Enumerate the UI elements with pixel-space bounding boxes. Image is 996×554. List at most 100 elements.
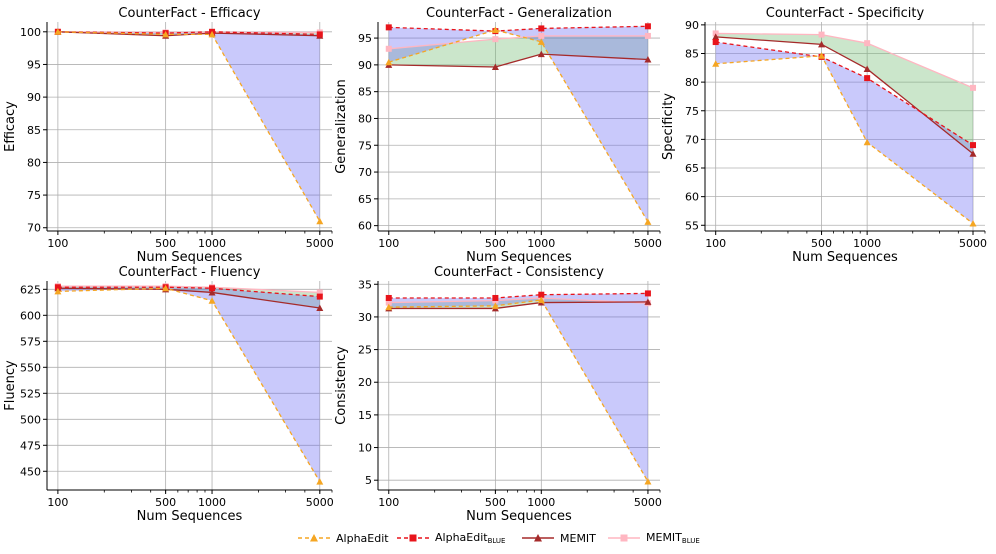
point-memit-blue (970, 84, 977, 91)
fill-alphaedit (57, 31, 320, 222)
y-axis-label: Specificity (661, 93, 676, 160)
point-alphaedit (316, 478, 324, 485)
point-memit-blue (818, 31, 825, 38)
point-memit-blue (864, 40, 871, 47)
y-tick-label: 90 (358, 59, 372, 72)
series-line-alphaedit (57, 31, 321, 222)
y-tick-label: 75 (358, 139, 372, 152)
series-line-memit (57, 31, 320, 37)
y-tick-label: 475 (20, 439, 41, 452)
fill-alphaedit (57, 287, 320, 482)
point-alphaedit (54, 287, 62, 295)
point-alphaedit-blue (209, 285, 216, 292)
legend-item-alphaedit-blue[interactable]: AlphaEditBLUE (397, 528, 505, 548)
x-tick-label: 5000 (306, 496, 334, 509)
x-tick-label: 100 (378, 237, 399, 250)
legend-item-memit[interactable]: MEMIT (522, 528, 596, 548)
fill-alphaedit (388, 293, 648, 482)
series-line-memit-blue (715, 32, 974, 89)
series-line-alphaedit (388, 29, 649, 223)
point-alphaedit-blue (316, 31, 323, 38)
y-tick-label: 65 (685, 162, 699, 175)
point-memit (208, 288, 216, 296)
x-tick-label: 5000 (959, 237, 987, 250)
x-axis-label: Num Sequences (137, 250, 243, 265)
series-line-alphaedit-blue (388, 25, 648, 32)
point-alphaedit (162, 30, 170, 38)
point-alphaedit (712, 60, 720, 67)
point-alphaedit (644, 478, 652, 485)
point-alphaedit (818, 52, 826, 59)
point-alphaedit (208, 297, 216, 304)
y-tick-label: 85 (358, 86, 372, 99)
x-axis-label: Num Sequences (792, 250, 898, 265)
x-tick-label: 5000 (306, 237, 334, 250)
legend-item-memit-blue[interactable]: MEMITBLUE (608, 528, 700, 548)
x-tick-label: 1000 (198, 237, 226, 250)
x-tick-label: 1000 (527, 237, 555, 250)
point-alphaedit (162, 284, 170, 292)
series-line-memit-blue (57, 285, 320, 294)
y-tick-label: 55 (685, 219, 699, 232)
y-tick-label: 575 (20, 335, 41, 348)
y-tick-label: 15 (358, 409, 372, 422)
point-alphaedit (537, 38, 545, 45)
x-tick-label: 5000 (634, 237, 662, 250)
y-tick-label: 25 (358, 344, 372, 357)
point-alphaedit (537, 296, 545, 303)
point-alphaedit-blue (54, 284, 61, 291)
x-tick-label: 500 (811, 237, 832, 250)
series-line-alphaedit (388, 299, 649, 482)
legend-label-memit-blue: MEMITBLUE (646, 531, 700, 545)
legend: AlphaEdit AlphaEditBLUE MEMIT MEMITBLUE (0, 528, 996, 548)
point-memit-blue (492, 36, 499, 43)
y-tick-label: 75 (685, 105, 699, 118)
y-axis-label: Generalization (334, 79, 349, 174)
point-alphaedit-blue (644, 290, 651, 297)
fill-alphaedit (715, 42, 974, 224)
x-tick-label: 500 (155, 237, 176, 250)
fill-memit (715, 33, 974, 154)
y-tick-label: 35 (358, 278, 372, 291)
legend-label-alphaedit-blue: AlphaEditBLUE (435, 531, 506, 545)
y-axis-label: Consistency (334, 346, 349, 425)
legend-label-memit: MEMIT (560, 531, 596, 545)
y-tick-label: 625 (20, 283, 41, 296)
point-alphaedit (316, 217, 324, 225)
series-line-alphaedit (715, 55, 974, 225)
point-alphaedit-blue (864, 75, 871, 82)
chart-1: 60 65 70 75 80 85 90 95 100 500 1000 5000 CounterFac… (334, 6, 662, 265)
point-memit (491, 63, 499, 71)
point-memit (712, 33, 720, 40)
x-axis-label: Num Sequences (137, 509, 243, 524)
y-tick-label: 60 (358, 220, 372, 233)
x-axis-label: Num Sequences (466, 509, 572, 524)
y-tick-label: 90 (27, 91, 41, 104)
series-line-memit (388, 301, 648, 310)
point-alphaedit (491, 302, 499, 309)
series-line-alphaedit-blue (388, 292, 648, 299)
y-tick-label: 550 (20, 361, 41, 374)
point-memit-blue (385, 45, 392, 52)
point-memit-blue (316, 289, 323, 296)
legend-item-alphaedit[interactable]: AlphaEdit (298, 528, 389, 548)
fill-memit (388, 35, 648, 68)
chart-title: CounterFact - Generalization (426, 6, 612, 21)
series-line-memit (388, 53, 648, 68)
point-alphaedit (644, 218, 652, 225)
point-alphaedit (54, 28, 62, 35)
y-tick-label: 80 (27, 156, 41, 169)
point-alphaedit (385, 58, 393, 66)
point-memit (863, 65, 871, 72)
x-tick-label: 100 (378, 496, 399, 509)
y-axis-label: Efficacy (3, 101, 18, 152)
figure: 70 75 80 85 90 95 100 100 500 1000 5000 CounterFact… (3, 6, 987, 524)
x-tick-label: 1000 (198, 496, 226, 509)
y-tick-label: 90 (685, 19, 699, 32)
series-line-memit-blue (57, 31, 320, 34)
x-tick-label: 5000 (634, 496, 662, 509)
point-alphaedit-blue (385, 24, 392, 31)
point-memit (644, 56, 652, 63)
legend-swatch-alphaedit (298, 534, 330, 542)
legend-label-alphaedit: AlphaEdit (336, 531, 389, 545)
